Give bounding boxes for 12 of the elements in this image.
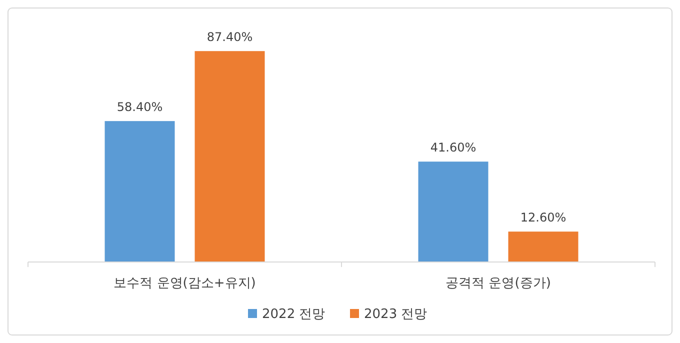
data-label: 58.40% [116,100,163,114]
legend-label: 2022 전망 [262,307,326,322]
bar [104,121,175,262]
bar [418,162,488,262]
bar [194,51,265,262]
x-tick-label: 보수적 운영(감소+유지) [114,276,256,291]
legend-label: 2023 전망 [364,307,428,322]
data-label: 41.60% [430,140,476,155]
bar [508,232,578,262]
data-label: 12.60% [520,210,566,225]
data-label: 87.40% [206,30,253,44]
x-tick-label: 공격적 운영(증가) [446,276,551,291]
